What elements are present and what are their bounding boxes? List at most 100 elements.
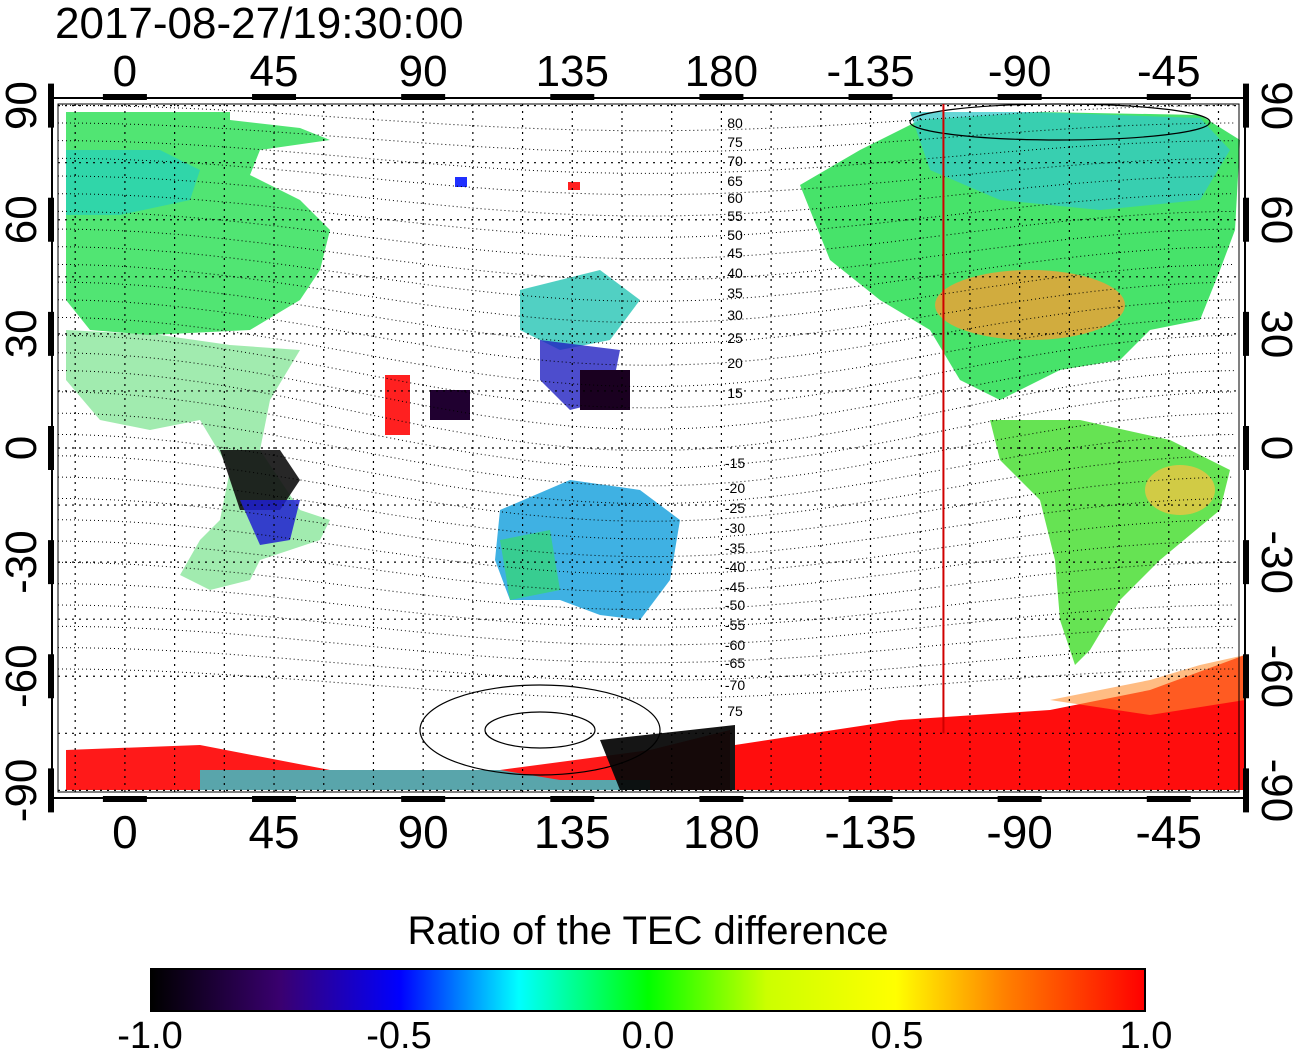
top-lon-label: -45 [1137,47,1201,96]
dip-label: -35 [725,540,745,556]
dip-label: -60 [725,637,745,653]
top-tick [699,94,744,100]
right-latitude-labels: 90 60 30 0 -30 -60 -90 [1252,81,1296,822]
top-tick [252,94,297,100]
dip-line [57,625,1235,664]
dip-line [58,122,1234,153]
right-tick [1243,197,1249,242]
dip-line [58,668,1234,699]
dip-line [58,317,1235,387]
top-lon-label: 0 [113,47,137,96]
left-latitude-labels: 90 60 30 0 -30 -60 -90 [0,81,46,822]
left-tick [48,654,54,699]
left-lat-label: -30 [0,530,46,594]
dip-line [58,210,1235,260]
colorbar-tick-label: -1.0 [117,1015,183,1057]
top-tick [102,94,147,100]
bottom-lon-label: -135 [824,806,916,858]
dip-line [57,519,1235,575]
left-lat-label: -90 [0,759,46,823]
pole-contour [419,684,661,776]
left-tick [48,540,54,585]
dip-line [57,281,1235,345]
dip-line [58,104,1234,132]
dip-line [58,561,1235,611]
dip-label: 45 [727,245,743,261]
bottom-tick [1146,796,1191,802]
dip-line [57,299,1235,366]
dip-line [58,540,1235,593]
dip-label: 35 [727,285,743,301]
right-lat-label: 90 [1252,81,1296,130]
bottom-tick [252,796,297,802]
dip-label: -55 [725,617,745,633]
dip-label: -50 [725,597,745,613]
dip-label: -25 [725,500,745,516]
left-lat-label: 30 [0,309,46,358]
dip-line [57,647,1234,681]
dip-label: 55 [727,208,743,224]
dip-label: -70 [725,677,745,693]
right-lat-label: 0 [1252,436,1296,460]
colorbar-tick-label: 0.0 [621,1015,675,1057]
left-tick [48,426,54,470]
left-tick [48,311,54,356]
dip-line [57,157,1235,196]
dip-line [57,476,1235,540]
left-lat-label: 60 [0,195,46,244]
magnetic-dip-lines [57,103,1235,776]
right-tick [1243,540,1249,585]
top-lon-label: 135 [536,47,609,96]
dip-label: 40 [727,265,743,281]
bottom-lon-label: -45 [1136,806,1202,858]
top-lon-label: 90 [399,47,448,96]
bottom-tick [699,796,744,802]
colorbar-tick-label: 1.0 [1119,1015,1173,1057]
top-lon-label: -90 [988,47,1052,96]
left-tick [48,83,54,128]
right-lat-label: 60 [1252,195,1296,244]
bottom-lon-label: 180 [683,806,760,858]
top-tick [997,94,1042,100]
dip-label: 25 [727,330,743,346]
colorbar-title: Ratio of the TEC difference [407,909,889,953]
colorbar [150,968,1146,1012]
right-lat-label: 30 [1252,309,1296,358]
bottom-lon-label: 0 [112,806,138,858]
bottom-longitude-labels: 0 45 90 135 180 -135 -90 -45 [112,806,1202,858]
dip-label: -40 [725,559,745,575]
bottom-tick [997,796,1042,802]
dip-label: -30 [725,520,745,536]
colorbar-tick-label: 0.5 [870,1015,924,1057]
dip-label: -65 [725,655,745,671]
top-tick [401,94,446,100]
top-lon-label: 180 [685,47,758,96]
bottom-tick [102,796,147,802]
dip-label: 15 [727,385,743,401]
dip-label: -20 [725,480,745,496]
top-longitude-labels: 0 45 90 135 180 -135 -90 -45 [113,47,1201,96]
tec-data-layer [66,112,1245,790]
dip-line [57,455,1235,522]
left-tick [48,768,54,813]
dip-label: 20 [727,355,743,371]
right-lat-label: -90 [1252,759,1296,823]
dip-line [58,434,1235,504]
bottom-lon-label: 45 [248,806,299,858]
tec-map: 0 45 90 135 180 -135 -90 -45 0 45 90 135 180 -135 -90… [0,47,1296,858]
top-tick [848,94,893,100]
left-lat-label: 0 [0,436,46,460]
axis-ticks [48,83,1249,813]
dip-label: 80 [727,115,743,131]
bottom-lon-label: -90 [986,806,1052,858]
dip-label: 65 [727,173,743,189]
dip-line [58,228,1235,281]
dip-line [57,140,1234,174]
top-tick [550,94,595,100]
map-title: 2017-08-27/19:30:00 [55,0,464,48]
right-tick [1243,768,1249,813]
dip-line [57,246,1235,302]
pole-contour [909,103,1211,141]
dip-label: 50 [727,227,743,243]
dip-line [58,193,1235,238]
